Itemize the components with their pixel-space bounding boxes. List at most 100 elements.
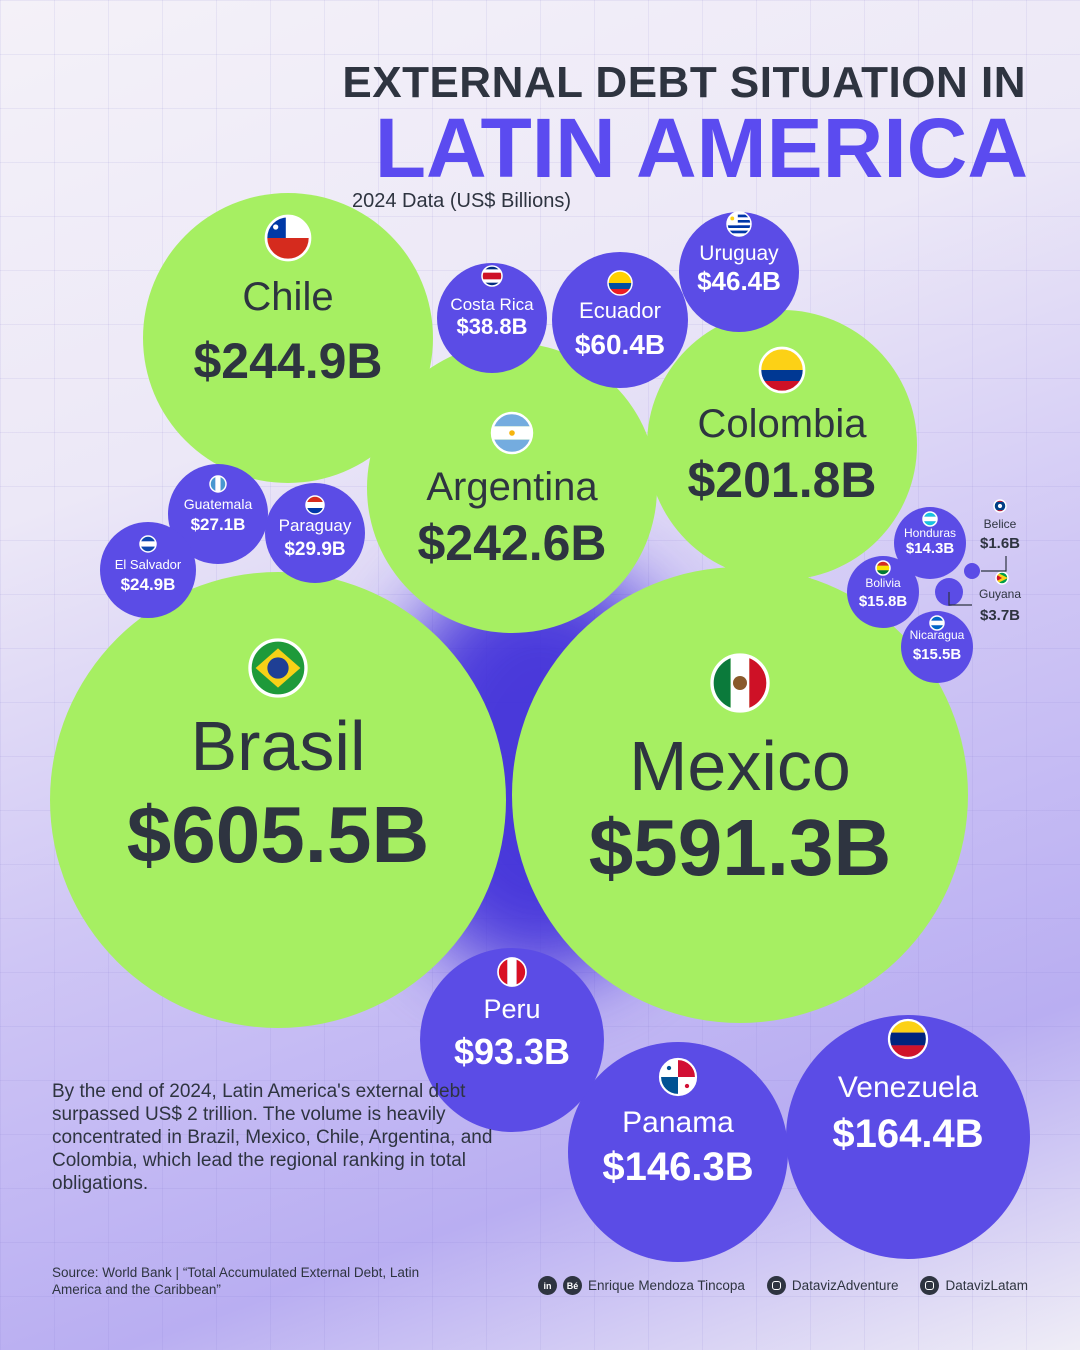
argentina-flag-icon bbox=[490, 411, 534, 455]
bubble-country-label: Chile bbox=[242, 275, 333, 319]
bubble-bolivia: Bolivia $15.8B bbox=[847, 556, 919, 628]
bubble-value-label: $164.4B bbox=[832, 1112, 983, 1156]
bubble-guatemala: Guatemala $27.1B bbox=[168, 464, 268, 564]
paraguay-flag-icon bbox=[305, 495, 325, 515]
bubble-country-label: Brasil bbox=[190, 707, 365, 785]
bubble-circle bbox=[847, 556, 919, 628]
bubble-value-label: $93.3B bbox=[454, 1031, 570, 1072]
bubble-country-label: Mexico bbox=[629, 727, 851, 805]
instagram-handle-1[interactable]: DatavizAdventure bbox=[791, 1278, 899, 1293]
behance-icon[interactable]: Bé bbox=[563, 1276, 583, 1295]
guatemala-flag-icon bbox=[209, 475, 227, 493]
subtitle: 2024 Data (US$ Billions) bbox=[352, 190, 571, 212]
bubble-circle bbox=[168, 464, 268, 564]
bubble-circle bbox=[964, 563, 980, 579]
brazil-flag-icon bbox=[248, 638, 308, 698]
bubble-costa-rica: Costa Rica$38.8B bbox=[437, 263, 547, 373]
bubble-circle bbox=[679, 212, 799, 332]
peru-flag-icon bbox=[497, 957, 527, 987]
bubble-value-label: $201.8B bbox=[687, 452, 876, 508]
bubble-guyana: Guyana $3.7B bbox=[935, 571, 1021, 624]
bubble-circle bbox=[367, 343, 657, 633]
colombia-flag-icon bbox=[758, 346, 806, 394]
bubble-peru: Peru $93.3B bbox=[420, 948, 604, 1132]
panama-flag-icon bbox=[658, 1057, 698, 1097]
bubble-circle bbox=[143, 193, 433, 483]
honduras-flag-icon bbox=[922, 511, 938, 527]
bubble-country-label: Colombia bbox=[698, 402, 868, 446]
bubble-colombia: Colombia $201.8B bbox=[647, 310, 917, 580]
bubble-circle bbox=[50, 572, 506, 1028]
bubble-country-label: Peru bbox=[483, 994, 540, 1024]
bubble-country-label: Nicaragua bbox=[910, 628, 965, 642]
bubble-value-label: $242.6B bbox=[417, 515, 606, 571]
bubble-uruguay: Uruguay$46.4B bbox=[679, 211, 799, 332]
bubble-value-label: $27.1B bbox=[191, 515, 246, 534]
costa-rica-flag-icon bbox=[481, 265, 503, 287]
bubble-belice: Belice $1.6B bbox=[964, 499, 1020, 579]
bubble-country-label: Bolivia bbox=[865, 576, 901, 590]
bubble-country-label: Panama bbox=[622, 1106, 734, 1139]
title-line-2: LATIN AMERICA bbox=[374, 101, 1028, 195]
note-text: By the end of 2024, Latin America's exte… bbox=[52, 1081, 493, 1194]
bubble-country-label: Honduras bbox=[904, 526, 956, 540]
credits: in Bé Enrique Mendoza Tincopa DatavizAdv… bbox=[538, 1276, 1028, 1295]
bubble-country-label: Costa Rica bbox=[450, 295, 534, 314]
bubble-circle bbox=[786, 1015, 1030, 1259]
uruguay-flag-icon bbox=[726, 211, 752, 237]
bubble-chile: Chile $244.9B bbox=[143, 193, 433, 483]
bubble-value-label: $15.5B bbox=[913, 646, 962, 663]
bubble-circle bbox=[647, 310, 917, 580]
bubble-value-label: $15.8B bbox=[859, 593, 908, 610]
bubble-value-label: $1.6B bbox=[980, 535, 1020, 552]
bubble-circle bbox=[894, 507, 966, 579]
belize-flag-icon bbox=[993, 499, 1007, 513]
bubble-value-label: $591.3B bbox=[589, 803, 891, 892]
el-salvador-flag-icon bbox=[139, 535, 157, 553]
bubble-panama: Panama $146.3B bbox=[568, 1042, 788, 1262]
bubble-country-label: Guatemala bbox=[184, 496, 253, 512]
bubble-country-label: Uruguay bbox=[699, 242, 779, 265]
bubble-circle bbox=[420, 948, 604, 1132]
instagram-icon[interactable] bbox=[766, 1276, 786, 1295]
mexico-flag-icon bbox=[710, 653, 770, 713]
bubble-value-label: $244.9B bbox=[193, 333, 382, 389]
bubble-value-label: $46.4B bbox=[697, 266, 781, 296]
bubble-brasil: Brasil$605.5B bbox=[50, 572, 506, 1028]
bubble-el-salvador: El Salvador $24.9B bbox=[100, 522, 196, 618]
bubble-country-label: Venezuela bbox=[838, 1071, 978, 1104]
bubble-paraguay: Paraguay $29.9B bbox=[265, 483, 365, 583]
bubble-country-label: El Salvador bbox=[115, 557, 182, 572]
bubble-value-label: $605.5B bbox=[127, 790, 429, 879]
instagram-handle-2[interactable]: DatavizLatam bbox=[945, 1278, 1028, 1293]
bubble-circle bbox=[901, 611, 973, 683]
source-text: Source: World Bank | “Total Accumulated … bbox=[52, 1265, 420, 1297]
bubble-ecuador: Ecuador $60.4B bbox=[552, 252, 688, 388]
bubble-circle bbox=[512, 567, 968, 1023]
nicaragua-flag-icon bbox=[929, 615, 945, 631]
bolivia-flag-icon bbox=[875, 560, 891, 576]
bubble-value-label: $146.3B bbox=[602, 1145, 753, 1189]
bubble-country-label: Argentina bbox=[426, 465, 598, 509]
bubble-circle bbox=[437, 263, 547, 373]
chile-flag-icon bbox=[264, 214, 312, 262]
bubble-mexico: Mexico$591.3B bbox=[512, 567, 968, 1023]
linkedin-icon[interactable]: in bbox=[538, 1276, 558, 1295]
ecuador-flag-icon bbox=[607, 270, 633, 296]
author-name: Enrique Mendoza Tincopa bbox=[588, 1278, 745, 1293]
bubble-value-label: $38.8B bbox=[457, 314, 528, 339]
bubble-circle bbox=[265, 483, 365, 583]
bubble-nicaragua: Nicaragua $15.5B bbox=[901, 611, 973, 683]
bubble-country-label: Paraguay bbox=[279, 516, 352, 535]
bubble-value-label: $29.9B bbox=[284, 539, 345, 560]
bubble-value-label: $24.9B bbox=[121, 575, 176, 594]
instagram-icon[interactable] bbox=[920, 1276, 940, 1295]
bubble-value-label: $14.3B bbox=[906, 540, 955, 557]
title-line-1: EXTERNAL DEBT SITUATION IN bbox=[342, 58, 1026, 107]
bubble-value-label: $60.4B bbox=[575, 329, 665, 360]
bubble-argentina: Argentina $242.6B bbox=[367, 343, 657, 633]
bubble-country-label: Ecuador bbox=[579, 298, 661, 323]
bubble-venezuela: Venezuela $164.4B bbox=[786, 1015, 1030, 1259]
bubble-country-label: Belice bbox=[984, 517, 1017, 531]
